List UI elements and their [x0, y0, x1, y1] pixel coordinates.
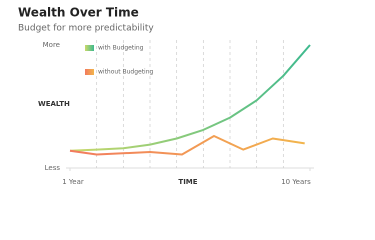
chart: Wealth Over Time Budget for more predict… [18, 6, 314, 186]
series-line [69, 135, 305, 156]
chart-title: Wealth Over Time [18, 6, 139, 20]
series-line [69, 44, 311, 152]
y-axis-label: WEALTH [38, 100, 70, 108]
x-axis-label: TIME [178, 178, 197, 186]
legend-swatch [85, 69, 94, 75]
x-tick-label: 10 Years [281, 178, 311, 186]
y-tick-label: More [43, 41, 60, 49]
legend-label: with Budgeting [98, 45, 144, 52]
legend-label: without Budgeting [98, 69, 154, 76]
y-tick-label: Less [45, 164, 61, 172]
chart-subtitle: Budget for more predictability [18, 24, 154, 34]
x-tick-label: 1 Year [62, 178, 84, 186]
legend-swatch [85, 45, 94, 51]
